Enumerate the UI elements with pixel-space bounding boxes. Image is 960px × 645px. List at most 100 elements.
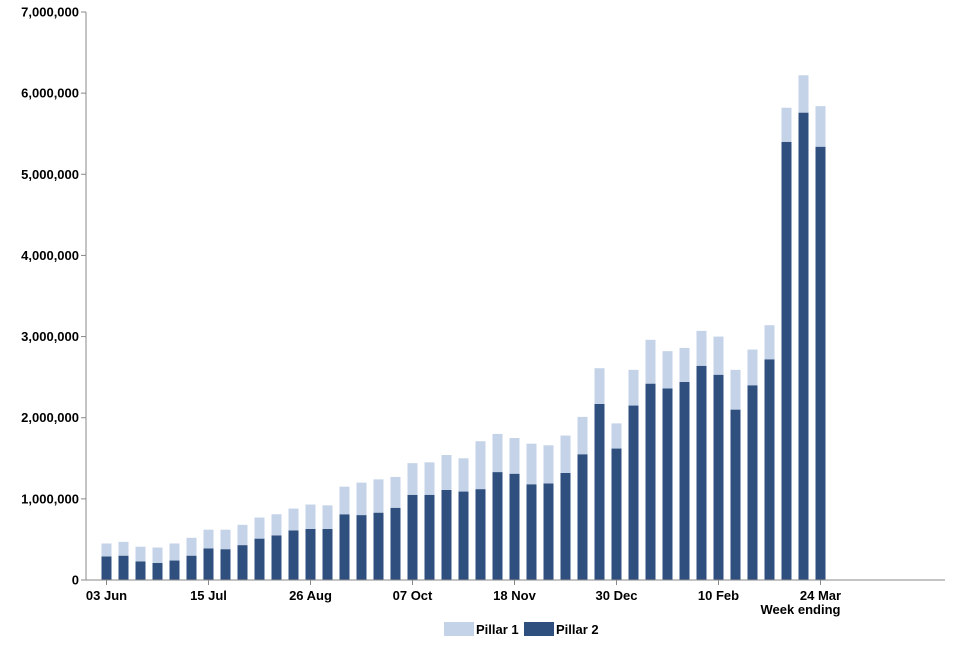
x-tick-label: 07 Oct — [393, 588, 433, 603]
bar-pillar-1 — [645, 339, 656, 384]
bar-pillar-2 — [747, 385, 758, 580]
bar-pillar-1 — [713, 336, 724, 375]
legend-swatch-pillar-1 — [444, 622, 474, 636]
bar-pillar-2 — [645, 383, 656, 580]
bar-pillar-1 — [441, 455, 452, 490]
bar-pillar-2 — [186, 555, 197, 580]
bar-pillar-1 — [186, 537, 197, 556]
bar-pillar-1 — [696, 330, 707, 366]
bar-pillar-1 — [594, 368, 605, 404]
bar-pillar-2 — [543, 483, 554, 580]
bars-layer — [101, 75, 826, 581]
legend-swatch-pillar-2 — [524, 622, 554, 636]
bar-pillar-1 — [577, 416, 588, 455]
bar-pillar-2 — [118, 555, 129, 580]
x-axis-title: Week ending — [761, 602, 841, 617]
bar-pillar-2 — [696, 365, 707, 580]
bar-pillar-1 — [271, 514, 282, 536]
bar-pillar-1 — [492, 433, 503, 473]
x-tick-label: 30 Dec — [596, 588, 638, 603]
bar-pillar-2 — [662, 388, 673, 580]
bar-pillar-1 — [628, 369, 639, 406]
bar-pillar-2 — [798, 112, 809, 581]
bar-pillar-2 — [135, 561, 146, 580]
x-tick-label: 24 Mar — [800, 588, 841, 603]
bar-pillar-2 — [390, 507, 401, 580]
y-tick-label: 1,000,000 — [21, 491, 79, 506]
bar-pillar-1 — [203, 529, 214, 549]
x-tick-label: 15 Jul — [190, 588, 227, 603]
bar-pillar-1 — [135, 546, 146, 562]
bar-pillar-1 — [101, 543, 112, 557]
bar-pillar-2 — [560, 472, 571, 580]
bar-pillar-2 — [475, 489, 486, 580]
bar-pillar-2 — [594, 403, 605, 580]
bar-pillar-1 — [560, 435, 571, 473]
bar-pillar-1 — [764, 325, 775, 360]
bar-pillar-2 — [509, 473, 520, 580]
y-tick-label: 6,000,000 — [21, 86, 79, 101]
bar-pillar-1 — [424, 462, 435, 495]
bar-pillar-1 — [254, 517, 265, 539]
bar-pillar-1 — [679, 347, 690, 383]
bar-pillar-1 — [220, 529, 231, 550]
bar-pillar-1 — [475, 441, 486, 490]
bar-pillar-1 — [815, 106, 826, 147]
labels-layer: 0 1,000,000 2,000,000 3,000,000 4,000,000 5,0… — [21, 5, 841, 618]
bar-pillar-2 — [152, 562, 163, 580]
x-tick-label: 03 Jun — [86, 588, 127, 603]
bar-pillar-2 — [169, 560, 180, 580]
bar-pillar-2 — [815, 146, 826, 580]
bar-pillar-2 — [203, 548, 214, 580]
bar-pillar-1 — [781, 107, 792, 142]
bar-pillar-2 — [288, 530, 299, 580]
bar-pillar-1 — [509, 438, 520, 474]
bar-pillar-1 — [407, 463, 418, 495]
bar-pillar-2 — [356, 515, 367, 580]
bar-pillar-1 — [458, 458, 469, 492]
bar-pillar-2 — [713, 374, 724, 580]
bar-pillar-2 — [730, 409, 741, 580]
x-tick-label: 18 Nov — [493, 588, 536, 603]
bar-pillar-2 — [373, 512, 384, 580]
y-tick-label: 5,000,000 — [21, 167, 79, 182]
x-tick-label: 26 Aug — [289, 588, 332, 603]
bar-pillar-1 — [305, 504, 316, 529]
bar-pillar-2 — [254, 538, 265, 580]
bar-pillar-2 — [424, 494, 435, 580]
legend-label-pillar-1: Pillar 1 — [476, 622, 519, 637]
bar-pillar-2 — [492, 472, 503, 580]
bar-pillar-1 — [356, 482, 367, 516]
bar-pillar-1 — [339, 486, 350, 515]
bar-pillar-1 — [730, 369, 741, 410]
bar-pillar-2 — [220, 549, 231, 580]
bar-pillar-2 — [577, 454, 588, 580]
x-tick-label: 10 Feb — [698, 588, 739, 603]
y-tick-label: 2,000,000 — [21, 410, 79, 425]
bar-pillar-1 — [237, 524, 248, 546]
y-tick-label: 7,000,000 — [21, 5, 79, 20]
bar-pillar-2 — [679, 382, 690, 580]
bar-pillar-1 — [169, 543, 180, 561]
bar-pillar-2 — [407, 494, 418, 580]
bar-pillar-2 — [628, 405, 639, 580]
bar-pillar-1 — [288, 508, 299, 531]
bar-pillar-2 — [339, 514, 350, 580]
bar-pillar-1 — [798, 75, 809, 113]
bar-pillar-2 — [441, 489, 452, 580]
bar-pillar-2 — [781, 141, 792, 580]
bar-pillar-1 — [152, 547, 163, 563]
bar-pillar-2 — [271, 535, 282, 580]
bar-pillar-1 — [390, 476, 401, 508]
bar-pillar-2 — [305, 528, 316, 580]
legend-label-pillar-2: Pillar 2 — [556, 622, 599, 637]
bar-pillar-1 — [526, 443, 537, 485]
bar-pillar-1 — [662, 351, 673, 389]
bar-pillar-1 — [747, 349, 758, 386]
bar-pillar-2 — [237, 545, 248, 580]
bar-pillar-1 — [373, 479, 384, 513]
bar-pillar-1 — [118, 541, 129, 556]
y-tick-label: 4,000,000 — [21, 248, 79, 263]
